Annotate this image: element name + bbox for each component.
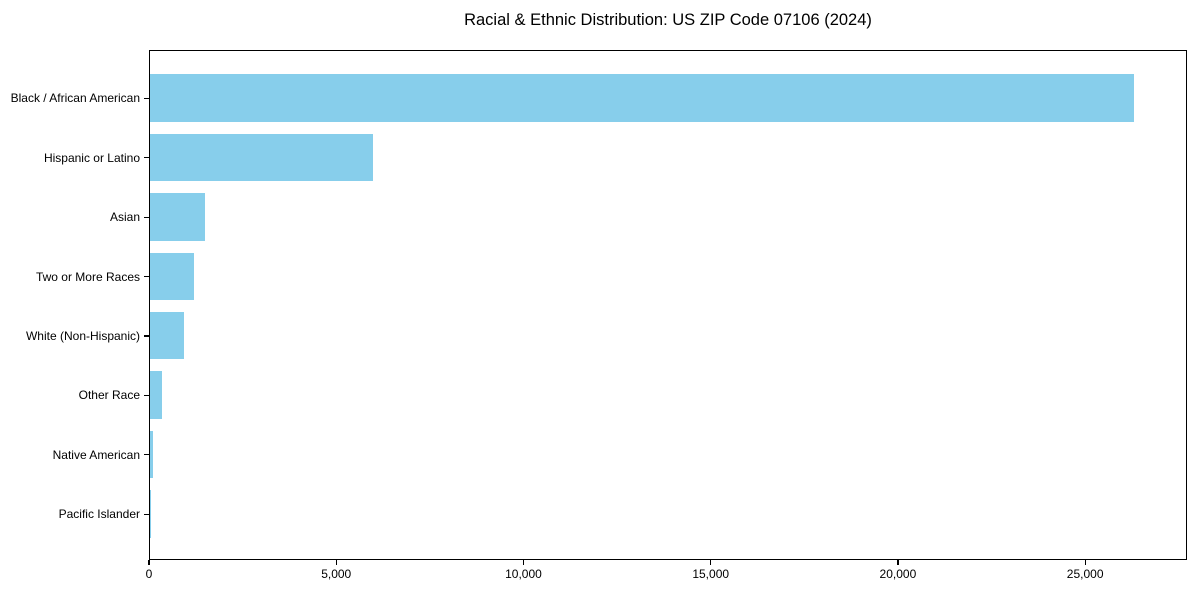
x-tick-label-5000: 5,000 <box>321 567 352 581</box>
y-tick-mark <box>144 216 149 218</box>
y-tick-mark <box>144 97 149 99</box>
x-tick-mark <box>1084 560 1086 565</box>
y-tick-label-native-american: Native American <box>52 447 140 462</box>
y-tick-label-white-non-hispanic: White (Non-Hispanic) <box>25 329 140 344</box>
bar-native-american <box>150 430 154 479</box>
x-tick-label-0: 0 <box>145 567 153 581</box>
y-tick-label-black-african-american: Black / African American <box>10 91 140 106</box>
x-tick-mark <box>148 560 150 565</box>
x-tick-mark <box>710 560 712 565</box>
x-tick-label-15000: 15,000 <box>692 567 730 581</box>
bar-white-non-hispanic <box>150 311 184 360</box>
chart-title: Racial & Ethnic Distribution: US ZIP Cod… <box>464 11 872 29</box>
x-tick-mark <box>522 560 525 565</box>
bar-other-race <box>150 371 162 419</box>
y-tick-label-hispanic-or-latino: Hispanic or Latino <box>43 150 140 165</box>
y-tick-mark <box>144 275 149 278</box>
x-tick-mark <box>335 560 337 565</box>
bar-hispanic-or-latino <box>150 133 374 182</box>
bar-black-african-american <box>150 74 1135 122</box>
y-tick-label-asian: Asian <box>109 210 140 225</box>
y-tick-mark <box>144 454 149 456</box>
y-tick-label-two-or-more-races: Two or More Races <box>35 269 140 284</box>
y-tick-label-other-race: Other Race <box>78 388 140 403</box>
y-tick-mark <box>144 513 149 515</box>
x-tick-label-10000: 10,000 <box>505 567 542 581</box>
bar-two-or-more-races <box>150 252 195 301</box>
y-tick-label-pacific-islander: Pacific Islander <box>58 507 140 522</box>
y-tick-mark <box>144 335 149 337</box>
x-tick-mark <box>897 560 899 565</box>
x-tick-label-25000: 25,000 <box>1066 567 1104 581</box>
x-tick-label-20000: 20,000 <box>879 567 917 581</box>
bar-asian <box>150 193 205 241</box>
y-tick-mark <box>144 394 149 397</box>
plot-area <box>149 50 1187 560</box>
y-tick-mark <box>144 157 149 159</box>
